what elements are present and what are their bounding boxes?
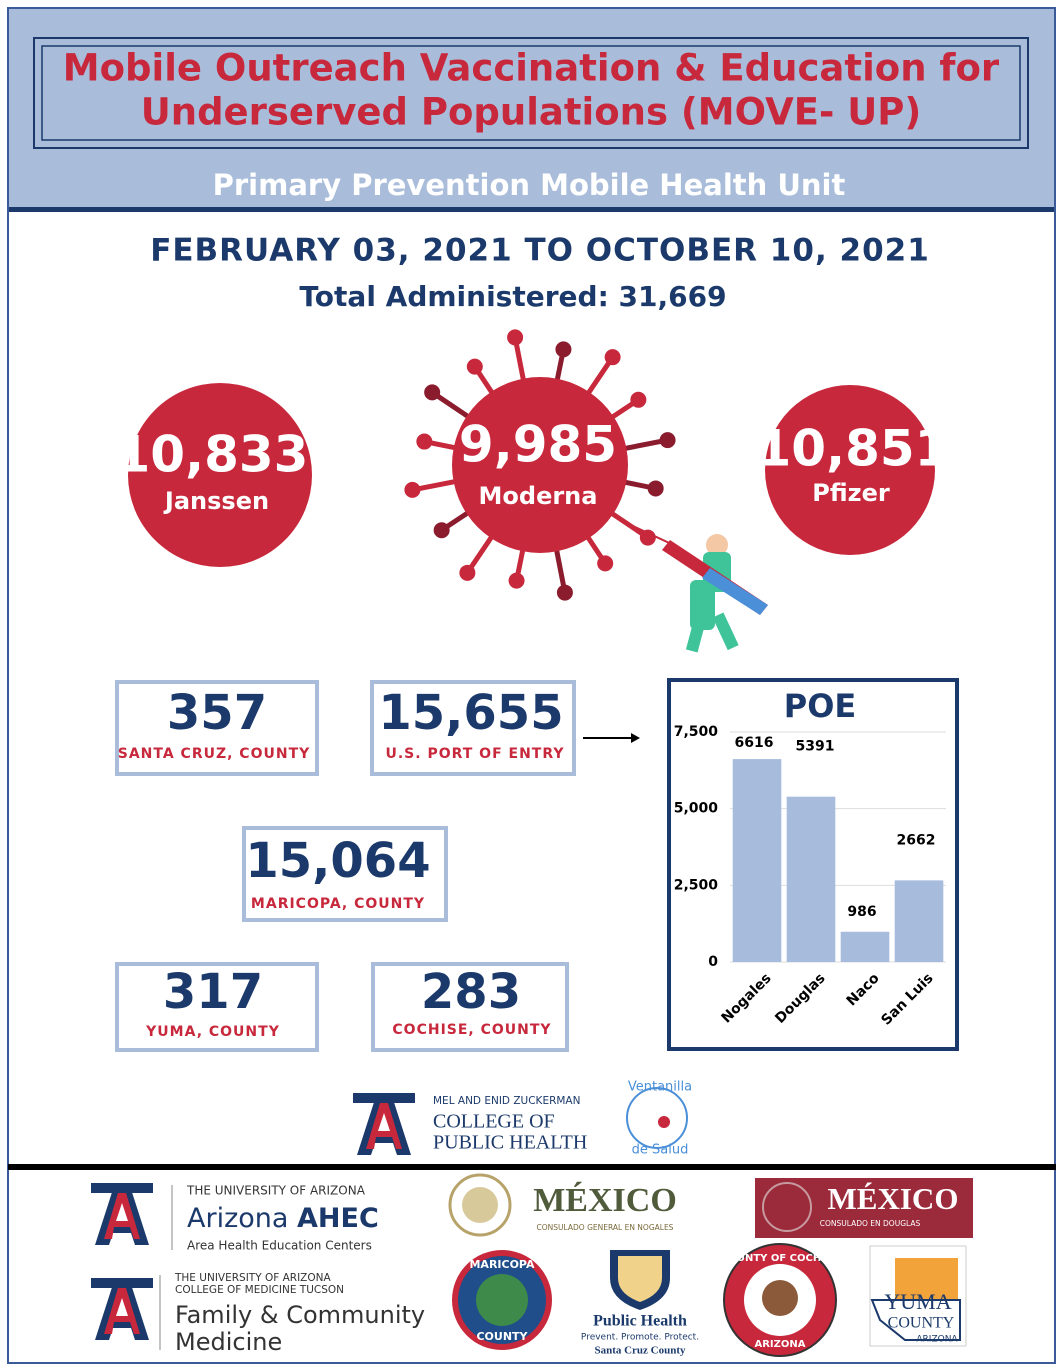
y-tick-label: 7,500	[674, 724, 719, 740]
virus-tip	[467, 359, 483, 375]
logo-text: Arizona AHEC	[187, 1203, 379, 1234]
vaccine-count: 9,985	[459, 416, 617, 474]
stat-count: 283	[421, 964, 521, 1020]
virus-tip	[557, 585, 573, 601]
logo-text: Ventanilla	[628, 1080, 692, 1095]
bar	[841, 932, 890, 962]
virus-tip	[555, 341, 571, 357]
y-tick-label: 5,000	[674, 801, 719, 817]
logo-text: Public Health	[593, 1313, 687, 1330]
virus-tip	[630, 392, 646, 408]
logo-text: CONSULADO GENERAL EN NOGALES	[537, 1223, 674, 1232]
stat-count: 317	[163, 964, 263, 1020]
virus-tip	[424, 384, 440, 400]
stat-count: 15,064	[245, 833, 430, 889]
logo-text: Santa Cruz County	[594, 1345, 686, 1357]
logo-text: AHEC	[297, 1203, 379, 1234]
vaccine-count: 10,833	[116, 426, 309, 484]
virus-tip	[434, 522, 450, 538]
virus-tip	[605, 349, 621, 365]
cochise-seal: COUNTY OF COCHISE ARIZONA	[721, 1244, 839, 1356]
logo-text: MÉXICO	[533, 1182, 677, 1219]
value-label: 5391	[796, 739, 835, 755]
stat-label: YUMA, COUNTY	[145, 1024, 280, 1040]
vaccine-name: Pfizer	[812, 479, 890, 507]
logo-text: Family & Community	[175, 1301, 425, 1329]
y-tick-label: 0	[708, 954, 718, 970]
mexico-douglas-logo: MÉXICO CONSULADO EN DOUGLAS	[755, 1178, 973, 1238]
bar	[895, 880, 944, 962]
bar	[787, 797, 836, 962]
chart-title: POE	[784, 687, 857, 725]
y-tick-label: 2,500	[674, 877, 719, 893]
logo-text: MARICOPA	[469, 1258, 534, 1271]
yuma-logo: YUMA COUNTY ARIZONA	[870, 1246, 966, 1346]
bar	[733, 759, 782, 962]
value-label: 6616	[735, 735, 774, 751]
vaccine-count: 10,851	[757, 420, 950, 478]
santa-cruz-logo: Public Health Prevent. Promote. Protect.…	[581, 1250, 699, 1357]
logo-text: COUNTY	[888, 1315, 955, 1332]
stat-count: 357	[167, 685, 267, 741]
maricopa-seal: MARICOPA COUNTY	[452, 1250, 552, 1350]
vaccine-name: Janssen	[163, 487, 269, 515]
stat-label: MARICOPA, COUNTY	[251, 896, 425, 912]
stat-label: SANTA CRUZ, COUNTY	[118, 746, 311, 762]
stat-label: COCHISE, COUNTY	[392, 1022, 551, 1038]
mexico-nogales-logo: MÉXICO CONSULADO GENERAL EN NOGALES	[450, 1175, 677, 1235]
logo-text: COUNTY	[476, 1330, 528, 1343]
logo-text: Area Health Education Centers	[187, 1239, 372, 1253]
stat-count: 15,655	[378, 685, 563, 741]
title: Underserved Populations (MOVE- UP)	[141, 91, 922, 134]
virus-tip	[416, 434, 432, 450]
virus-tip	[459, 565, 475, 581]
arrow-head	[631, 733, 640, 743]
stat-label: U.S. PORT OF ENTRY	[385, 746, 564, 762]
date-range: FEBRUARY 03, 2021 TO OCTOBER 10, 2021	[150, 233, 930, 269]
logo-text: CONSULADO EN DOUGLAS	[820, 1219, 921, 1228]
logo-text: MÉXICO	[828, 1181, 959, 1216]
total: Total Administered: 31,669	[299, 280, 726, 313]
value-label: 986	[847, 904, 876, 920]
logo-text: THE UNIVERSITY OF ARIZONA	[186, 1184, 366, 1198]
value-label: 2662	[897, 832, 936, 848]
logo-text: COUNTY OF COCHISE	[721, 1253, 839, 1264]
page: Mobile Outreach Vaccination & Education …	[0, 0, 1062, 1368]
logo-text: Medicine	[175, 1328, 282, 1356]
logo-text: de Salud	[632, 1143, 689, 1158]
logo-text: PUBLIC HEALTH	[433, 1132, 587, 1154]
fcm-logo: THE UNIVERSITY OF ARIZONA COLLEGE OF MED…	[91, 1272, 425, 1356]
logo-text: Prevent. Promote. Protect.	[581, 1333, 699, 1343]
virus-tip	[509, 573, 525, 589]
virus-tip	[507, 329, 523, 345]
title: Mobile Outreach Vaccination & Education …	[63, 47, 1000, 90]
virus-tip	[597, 555, 613, 571]
virus-tip	[648, 480, 664, 496]
virus-tip	[404, 482, 420, 498]
subtitle: Primary Prevention Mobile Health Unit	[213, 168, 846, 202]
logo-text: Arizona	[187, 1203, 288, 1234]
header-rule	[9, 207, 1054, 212]
footer-rule	[8, 1164, 1056, 1170]
virus-tip	[660, 432, 676, 448]
logo-text: YUMA	[884, 1289, 951, 1314]
logo-text: THE UNIVERSITY OF ARIZONA	[174, 1272, 331, 1284]
ahec-logo: THE UNIVERSITY OF ARIZONA Arizona AHEC A…	[91, 1183, 379, 1253]
vaccine-name: Moderna	[479, 482, 598, 510]
logo-text: ARIZONA	[754, 1339, 805, 1350]
logo-text: MEL AND ENID ZUCKERMAN	[433, 1095, 580, 1107]
logo-text: COLLEGE OF MEDICINE TUCSON	[175, 1284, 344, 1296]
logo-text: COLLEGE OF	[433, 1111, 555, 1133]
zuckerman-logo: MEL AND ENID ZUCKERMAN COLLEGE OF PUBLIC…	[353, 1080, 692, 1158]
logo-text: ARIZONA	[916, 1335, 958, 1345]
